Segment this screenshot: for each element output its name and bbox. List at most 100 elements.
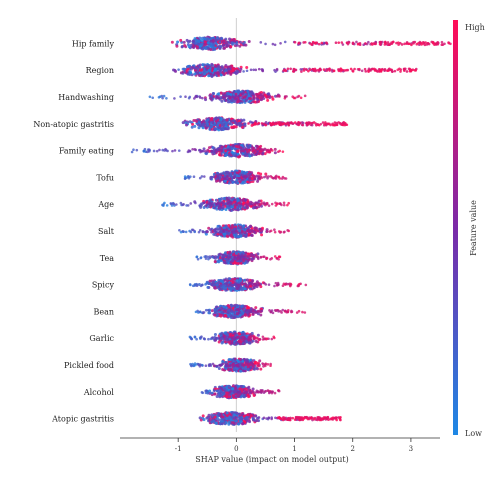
shap-point <box>260 229 263 232</box>
shap-point <box>214 72 217 75</box>
shap-point <box>277 283 280 286</box>
shap-point <box>242 99 245 102</box>
shap-point <box>233 316 236 319</box>
shap-point <box>213 314 216 317</box>
shap-point <box>225 361 228 364</box>
plot-area <box>131 18 452 432</box>
shap-point <box>340 41 343 44</box>
shap-point <box>277 176 280 179</box>
shap-point <box>210 231 213 234</box>
shap-point <box>226 175 229 178</box>
shap-point <box>212 44 215 47</box>
shap-point <box>220 146 223 149</box>
shap-point <box>298 95 301 98</box>
shap-point <box>318 43 321 46</box>
shap-point <box>182 230 185 233</box>
shap-point <box>213 150 216 153</box>
shap-point <box>156 150 159 153</box>
shap-point <box>353 68 356 71</box>
shap-point <box>184 95 187 98</box>
shap-point <box>223 73 226 76</box>
shap-point <box>258 200 261 203</box>
shap-point <box>241 333 244 336</box>
shap-point <box>239 358 242 361</box>
shap-point <box>236 41 239 44</box>
shap-point <box>185 204 188 207</box>
shap-point <box>234 154 237 157</box>
shap-point <box>228 277 231 280</box>
shap-point <box>248 279 251 282</box>
feature-row <box>195 304 306 319</box>
shap-point <box>284 95 287 98</box>
shap-point <box>201 97 204 100</box>
shap-point <box>225 123 228 126</box>
shap-point <box>384 41 387 44</box>
shap-point <box>276 257 279 260</box>
shap-point <box>245 175 248 178</box>
shap-point <box>235 309 238 312</box>
shap-point <box>212 92 215 95</box>
shap-point <box>259 148 262 151</box>
shap-point <box>248 173 251 176</box>
shap-point <box>216 314 219 317</box>
shap-point <box>249 177 252 180</box>
shap-point <box>232 144 235 147</box>
shap-point <box>241 231 244 234</box>
shap-point <box>335 41 338 44</box>
shap-point <box>240 124 243 127</box>
shap-point <box>176 41 179 44</box>
shap-point <box>217 65 220 68</box>
shap-point <box>219 315 222 318</box>
shap-point <box>210 40 213 43</box>
shap-point <box>172 203 175 206</box>
shap-point <box>371 43 374 46</box>
shap-point <box>223 287 226 290</box>
shap-point <box>283 231 286 234</box>
shap-point <box>257 284 260 287</box>
shap-point <box>253 175 256 178</box>
shap-point <box>131 151 134 154</box>
shap-point <box>268 230 271 233</box>
shap-point <box>201 391 204 394</box>
shap-point <box>238 170 241 173</box>
shap-point <box>175 45 178 48</box>
shap-point <box>234 223 237 226</box>
shap-point <box>236 283 239 286</box>
shap-point <box>249 335 252 338</box>
shap-point <box>225 386 228 389</box>
shap-point <box>244 122 247 125</box>
shap-point <box>208 69 211 72</box>
shap-point <box>238 205 241 208</box>
shap-point <box>214 230 217 233</box>
shap-point <box>238 202 241 205</box>
shap-point <box>171 41 174 44</box>
shap-point <box>410 69 413 72</box>
shap-point <box>187 175 190 178</box>
shap-point <box>173 97 176 100</box>
shap-point <box>132 148 135 151</box>
shap-point <box>146 151 149 154</box>
shap-point <box>256 145 259 148</box>
shap-point <box>242 392 245 395</box>
shap-point <box>183 70 186 73</box>
shap-point <box>221 123 224 126</box>
shap-point <box>181 45 184 48</box>
shap-point <box>252 365 255 368</box>
shap-point <box>183 44 186 47</box>
shap-point <box>226 171 229 174</box>
shap-point <box>250 234 253 237</box>
shap-point <box>279 42 282 45</box>
shap-point <box>276 202 279 205</box>
shap-point <box>158 149 161 152</box>
shap-point <box>213 336 216 339</box>
shap-point <box>229 283 232 286</box>
shap-point <box>239 177 242 180</box>
shap-point <box>215 178 218 181</box>
shap-point <box>207 42 210 45</box>
shap-point <box>189 283 192 286</box>
shap-point <box>216 228 219 231</box>
shap-point <box>346 69 349 72</box>
shap-point <box>242 202 245 205</box>
shap-point <box>216 172 219 175</box>
shap-point <box>223 177 226 180</box>
